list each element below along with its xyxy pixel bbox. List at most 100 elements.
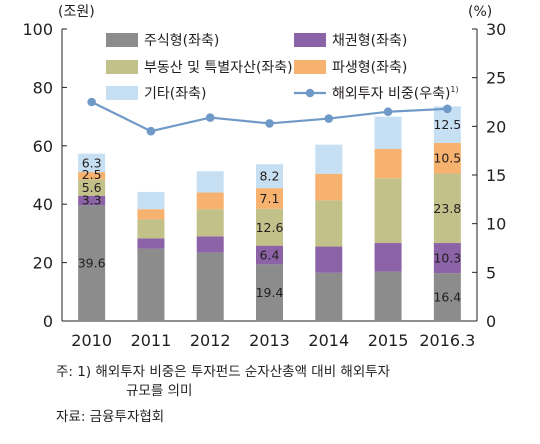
bar-segment xyxy=(374,178,402,244)
bar-segment xyxy=(196,236,224,253)
legend-label: 파생형(좌축) xyxy=(332,60,407,76)
bar-data-label: 39.6 xyxy=(78,256,106,271)
right-axis-ticks: 0 5 10 15 20 25 30 xyxy=(472,20,506,331)
bar-segment xyxy=(196,171,224,193)
bar-data-label: 7.1 xyxy=(260,191,280,206)
overseas-share-line xyxy=(87,97,452,136)
bar-data-label: 23.8 xyxy=(433,201,461,216)
bar-data-label: 6.3 xyxy=(82,155,102,170)
x-axis-labels: 2010 2011 2012 2013 2014 2015 2016.3 xyxy=(71,331,475,350)
bar-segment xyxy=(78,153,106,173)
bar-data-label: 12.5 xyxy=(433,117,461,132)
legend-label: 부동산 및 특별자산(좌축) xyxy=(144,60,293,76)
bar-segment xyxy=(256,164,283,189)
legend-swatch xyxy=(106,33,138,47)
bar-data-labels: 39.6 3.35.62.56.3 19.4 6.4 12.6 7.1 8.2 16.4 10.… xyxy=(78,117,462,304)
bar-segment xyxy=(256,245,283,265)
bar-data-label: 12.6 xyxy=(256,220,284,235)
bar-segment xyxy=(137,209,165,220)
bar-data-label: 10.5 xyxy=(433,151,461,166)
bar-segment xyxy=(78,205,106,321)
bar-data-label: 3.3 xyxy=(82,193,102,208)
left-tick-label: 20 xyxy=(33,254,53,273)
bar-segment xyxy=(78,179,106,196)
line-point xyxy=(324,114,334,123)
legend-swatch xyxy=(106,86,138,100)
right-axis-unit: (%) xyxy=(468,4,492,20)
bar-segment xyxy=(137,191,165,210)
legend: 주식형(좌축) 부동산 및 특별자산(좌축) 기타(좌축) 채권형(좌축) 파생형(좌축… xyxy=(106,33,459,102)
bar-data-label: 10.3 xyxy=(433,251,461,266)
line-point xyxy=(265,119,274,128)
bar-data-label: 6.4 xyxy=(260,248,280,263)
bar-segment xyxy=(374,149,402,179)
legend-label: 채권형(좌축) xyxy=(332,33,407,49)
bar-segment xyxy=(433,273,461,321)
bar-data-label: 16.4 xyxy=(433,290,461,305)
bar-segment xyxy=(137,248,165,321)
footnote-line-2: 규모를 의미 xyxy=(126,383,193,399)
x-tick-label: 2014 xyxy=(308,331,349,350)
right-tick-label: 25 xyxy=(486,69,506,88)
bar-segment xyxy=(196,252,224,321)
bar-segment xyxy=(315,272,343,321)
right-tick-label: 10 xyxy=(486,215,506,234)
bar-data-label: 19.4 xyxy=(256,285,284,300)
x-tick-label: 2013 xyxy=(249,331,290,350)
bar-segment xyxy=(433,243,461,274)
bar-segment xyxy=(137,238,165,249)
legend-label: 해외투자 비중(우축)1) xyxy=(332,85,459,102)
left-axis-ticks: 0 20 40 60 80 100 xyxy=(22,20,67,331)
legend-label: 기타(좌축) xyxy=(144,86,206,102)
footnote: 주: 1) 해외투자 비중은 투자펀드 순자산총액 대비 해외투자 규모를 의미 xyxy=(56,363,390,401)
x-tick-label: 2011 xyxy=(131,331,172,350)
left-tick-label: 0 xyxy=(43,312,53,331)
legend-superscript: 1) xyxy=(450,85,458,94)
bar-segment xyxy=(256,264,283,321)
bar-segment xyxy=(315,144,343,174)
right-tick-label: 20 xyxy=(486,117,506,136)
bar-data-label: 8.2 xyxy=(260,169,280,184)
legend-label: 주식형(좌축) xyxy=(144,33,219,49)
legend-marker xyxy=(305,88,315,98)
right-tick-label: 30 xyxy=(486,20,506,39)
bar-segment xyxy=(196,209,224,237)
legend-swatch xyxy=(294,60,326,74)
legend-swatch xyxy=(106,60,138,74)
bar-segment xyxy=(315,200,343,247)
legend-swatch xyxy=(294,33,326,47)
left-tick-label: 60 xyxy=(33,137,53,156)
bar-segment xyxy=(433,142,461,174)
x-tick-label: 2016.3 xyxy=(419,331,475,350)
bar-segment xyxy=(137,219,165,239)
line-point xyxy=(87,97,96,107)
x-tick-label: 2010 xyxy=(71,331,112,350)
bar-segment xyxy=(78,195,106,206)
line-point xyxy=(443,104,452,114)
bar-data-label: 5.6 xyxy=(82,180,102,195)
left-tick-label: 40 xyxy=(33,195,53,214)
line-point xyxy=(383,107,393,117)
stacked-bars xyxy=(78,106,461,321)
line-point xyxy=(146,126,156,136)
right-tick-label: 5 xyxy=(486,263,496,282)
source-note: 자료: 금융투자협회 xyxy=(56,409,165,425)
left-axis-unit: (조원) xyxy=(58,4,95,20)
right-tick-label: 0 xyxy=(486,312,496,331)
bar-segment xyxy=(315,246,343,273)
left-tick-label: 100 xyxy=(22,20,53,39)
bar-segment xyxy=(256,188,283,209)
bar-segment xyxy=(196,192,224,210)
x-tick-label: 2012 xyxy=(190,331,231,350)
bar-data-label: 2.5 xyxy=(82,167,102,182)
right-tick-label: 15 xyxy=(486,166,506,185)
left-tick-label: 80 xyxy=(33,78,53,97)
bar-segment xyxy=(374,116,402,150)
bar-segment xyxy=(374,243,402,272)
bar-segment xyxy=(78,172,106,180)
bar-segment xyxy=(315,173,343,201)
bar-segment xyxy=(256,208,283,246)
x-tick-label: 2015 xyxy=(368,331,409,350)
bar-segment xyxy=(433,173,461,244)
